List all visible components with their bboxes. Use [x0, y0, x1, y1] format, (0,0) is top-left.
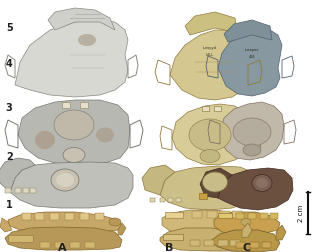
Bar [270, 213, 278, 219]
Ellipse shape [78, 34, 96, 46]
Bar [35, 213, 44, 220]
Ellipse shape [243, 144, 261, 156]
Polygon shape [212, 230, 280, 252]
Bar [202, 106, 209, 111]
Bar [5, 188, 11, 193]
Ellipse shape [252, 174, 272, 192]
Bar [236, 242, 245, 248]
Text: 5: 5 [6, 23, 12, 33]
Text: 2: 2 [6, 152, 12, 163]
Text: B: B [165, 243, 174, 252]
Bar [80, 213, 89, 220]
Ellipse shape [54, 110, 94, 140]
Bar [160, 198, 165, 202]
Bar [250, 242, 259, 248]
Bar [220, 211, 230, 218]
Ellipse shape [233, 118, 271, 146]
Bar [8, 235, 33, 242]
Text: C: C [242, 243, 251, 252]
Bar [248, 213, 256, 219]
Bar [40, 242, 50, 248]
Polygon shape [172, 104, 250, 165]
Bar [192, 211, 202, 218]
Bar [15, 188, 21, 193]
Polygon shape [8, 212, 122, 233]
Polygon shape [18, 100, 130, 165]
Ellipse shape [256, 178, 268, 188]
Polygon shape [220, 102, 284, 160]
Bar [65, 213, 74, 220]
Text: L4LL: L4LL [206, 53, 214, 57]
Text: tucepos: tucepos [245, 48, 259, 52]
Polygon shape [218, 168, 293, 210]
Polygon shape [15, 20, 128, 97]
Polygon shape [0, 158, 35, 192]
Bar [150, 198, 155, 202]
Polygon shape [0, 218, 12, 232]
Bar [85, 242, 95, 248]
Ellipse shape [96, 128, 114, 142]
Text: turopyd: turopyd [203, 46, 217, 50]
Polygon shape [162, 210, 250, 234]
Ellipse shape [109, 218, 121, 226]
Text: A: A [58, 243, 67, 252]
Bar [204, 240, 214, 246]
Ellipse shape [203, 172, 228, 192]
Polygon shape [218, 30, 282, 96]
Text: 3: 3 [6, 103, 12, 113]
Bar [50, 213, 59, 220]
Bar [218, 240, 228, 246]
Polygon shape [5, 227, 122, 250]
Text: 2 cm: 2 cm [298, 204, 304, 222]
Polygon shape [160, 228, 248, 251]
Ellipse shape [51, 169, 79, 191]
Ellipse shape [35, 131, 55, 149]
Polygon shape [48, 8, 115, 30]
Ellipse shape [241, 218, 251, 226]
Bar [55, 242, 65, 248]
Bar [232, 211, 242, 218]
Polygon shape [214, 212, 280, 234]
Bar [22, 213, 31, 220]
Bar [190, 240, 200, 246]
Ellipse shape [63, 147, 85, 163]
Text: 1: 1 [6, 200, 12, 210]
Bar [214, 106, 221, 111]
Bar [163, 234, 183, 240]
Polygon shape [224, 20, 272, 42]
Bar [62, 102, 70, 108]
Bar [236, 213, 244, 219]
Bar [207, 211, 217, 218]
Ellipse shape [56, 173, 74, 187]
Ellipse shape [200, 149, 220, 163]
Bar [262, 242, 271, 248]
Bar [95, 213, 104, 220]
Bar [218, 213, 232, 218]
Ellipse shape [189, 119, 231, 151]
Polygon shape [160, 166, 255, 210]
Polygon shape [10, 162, 133, 208]
Polygon shape [142, 165, 175, 195]
Bar [176, 198, 181, 202]
Text: 4: 4 [6, 59, 12, 69]
Polygon shape [242, 223, 252, 238]
Bar [30, 188, 36, 193]
Bar [70, 242, 80, 248]
Polygon shape [118, 223, 126, 235]
Bar [168, 198, 173, 202]
Polygon shape [200, 168, 232, 198]
Bar [80, 102, 88, 108]
Bar [165, 212, 183, 218]
Bar [260, 213, 268, 219]
Polygon shape [276, 225, 286, 240]
Text: 416: 416 [249, 55, 255, 59]
Bar [23, 188, 29, 193]
Polygon shape [185, 12, 238, 35]
Bar [199, 193, 207, 199]
Polygon shape [170, 30, 248, 100]
Bar [230, 240, 240, 246]
